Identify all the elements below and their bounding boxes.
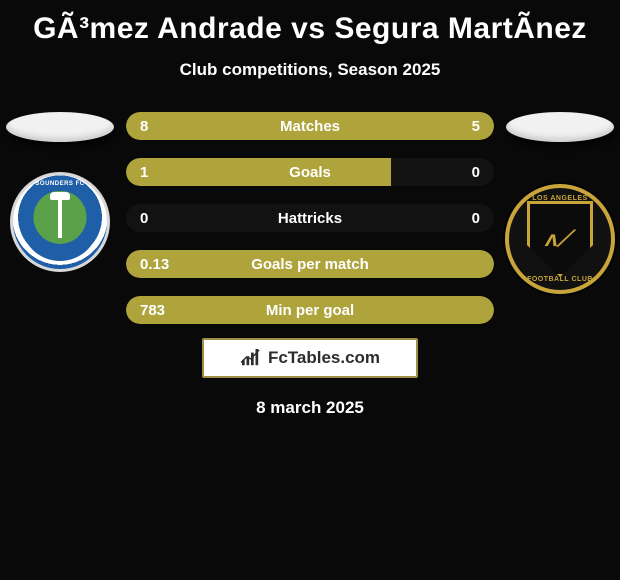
stat-row: 1Goals0 [126,158,494,186]
player-photo-left-placeholder [6,112,114,142]
shield-icon: ᴧ⟋ [527,201,593,277]
crest-text: SOUNDERS FC [13,181,107,187]
stat-value-right: 0 [458,164,494,181]
stat-label: Hattricks [126,210,494,227]
stats-list: 8Matches51Goals00Hattricks00.13Goals per… [120,112,500,324]
crest-text-top: LOS ANGELES [509,195,611,202]
team-crest-left: SOUNDERS FC [10,172,110,272]
brand-text: FcTables.com [268,348,380,368]
comparison-panel: SOUNDERS FC 8Matches51Goals00Hattricks00… [0,112,620,324]
bar-chart-icon [240,349,262,367]
stat-row: 783Min per goal [126,296,494,324]
stat-label: Matches [126,118,494,135]
stat-value-right: 5 [458,118,494,135]
footer-date: 8 march 2025 [0,398,620,418]
stat-label: Min per goal [126,302,494,319]
stat-row: 0.13Goals per match [126,250,494,278]
brand-badge[interactable]: FcTables.com [202,338,418,378]
crest-text-bottom: FOOTBALL CLUB [509,276,611,283]
right-column: LOS ANGELES ᴧ⟋ FOOTBALL CLUB [500,112,620,294]
team-crest-right: LOS ANGELES ᴧ⟋ FOOTBALL CLUB [505,184,615,294]
left-column: SOUNDERS FC [0,112,120,272]
stat-label: Goals per match [126,256,494,273]
stat-label: Goals [126,164,494,181]
subtitle: Club competitions, Season 2025 [0,60,620,80]
player-photo-right-placeholder [506,112,614,142]
stat-row: 8Matches5 [126,112,494,140]
wing-icon: ᴧ⟋ [543,226,576,252]
stat-value-right: 0 [458,210,494,227]
page-title: GÃ³mez Andrade vs Segura MartÃ­nez [0,0,620,46]
stat-row: 0Hattricks0 [126,204,494,232]
space-needle-icon [58,194,62,238]
